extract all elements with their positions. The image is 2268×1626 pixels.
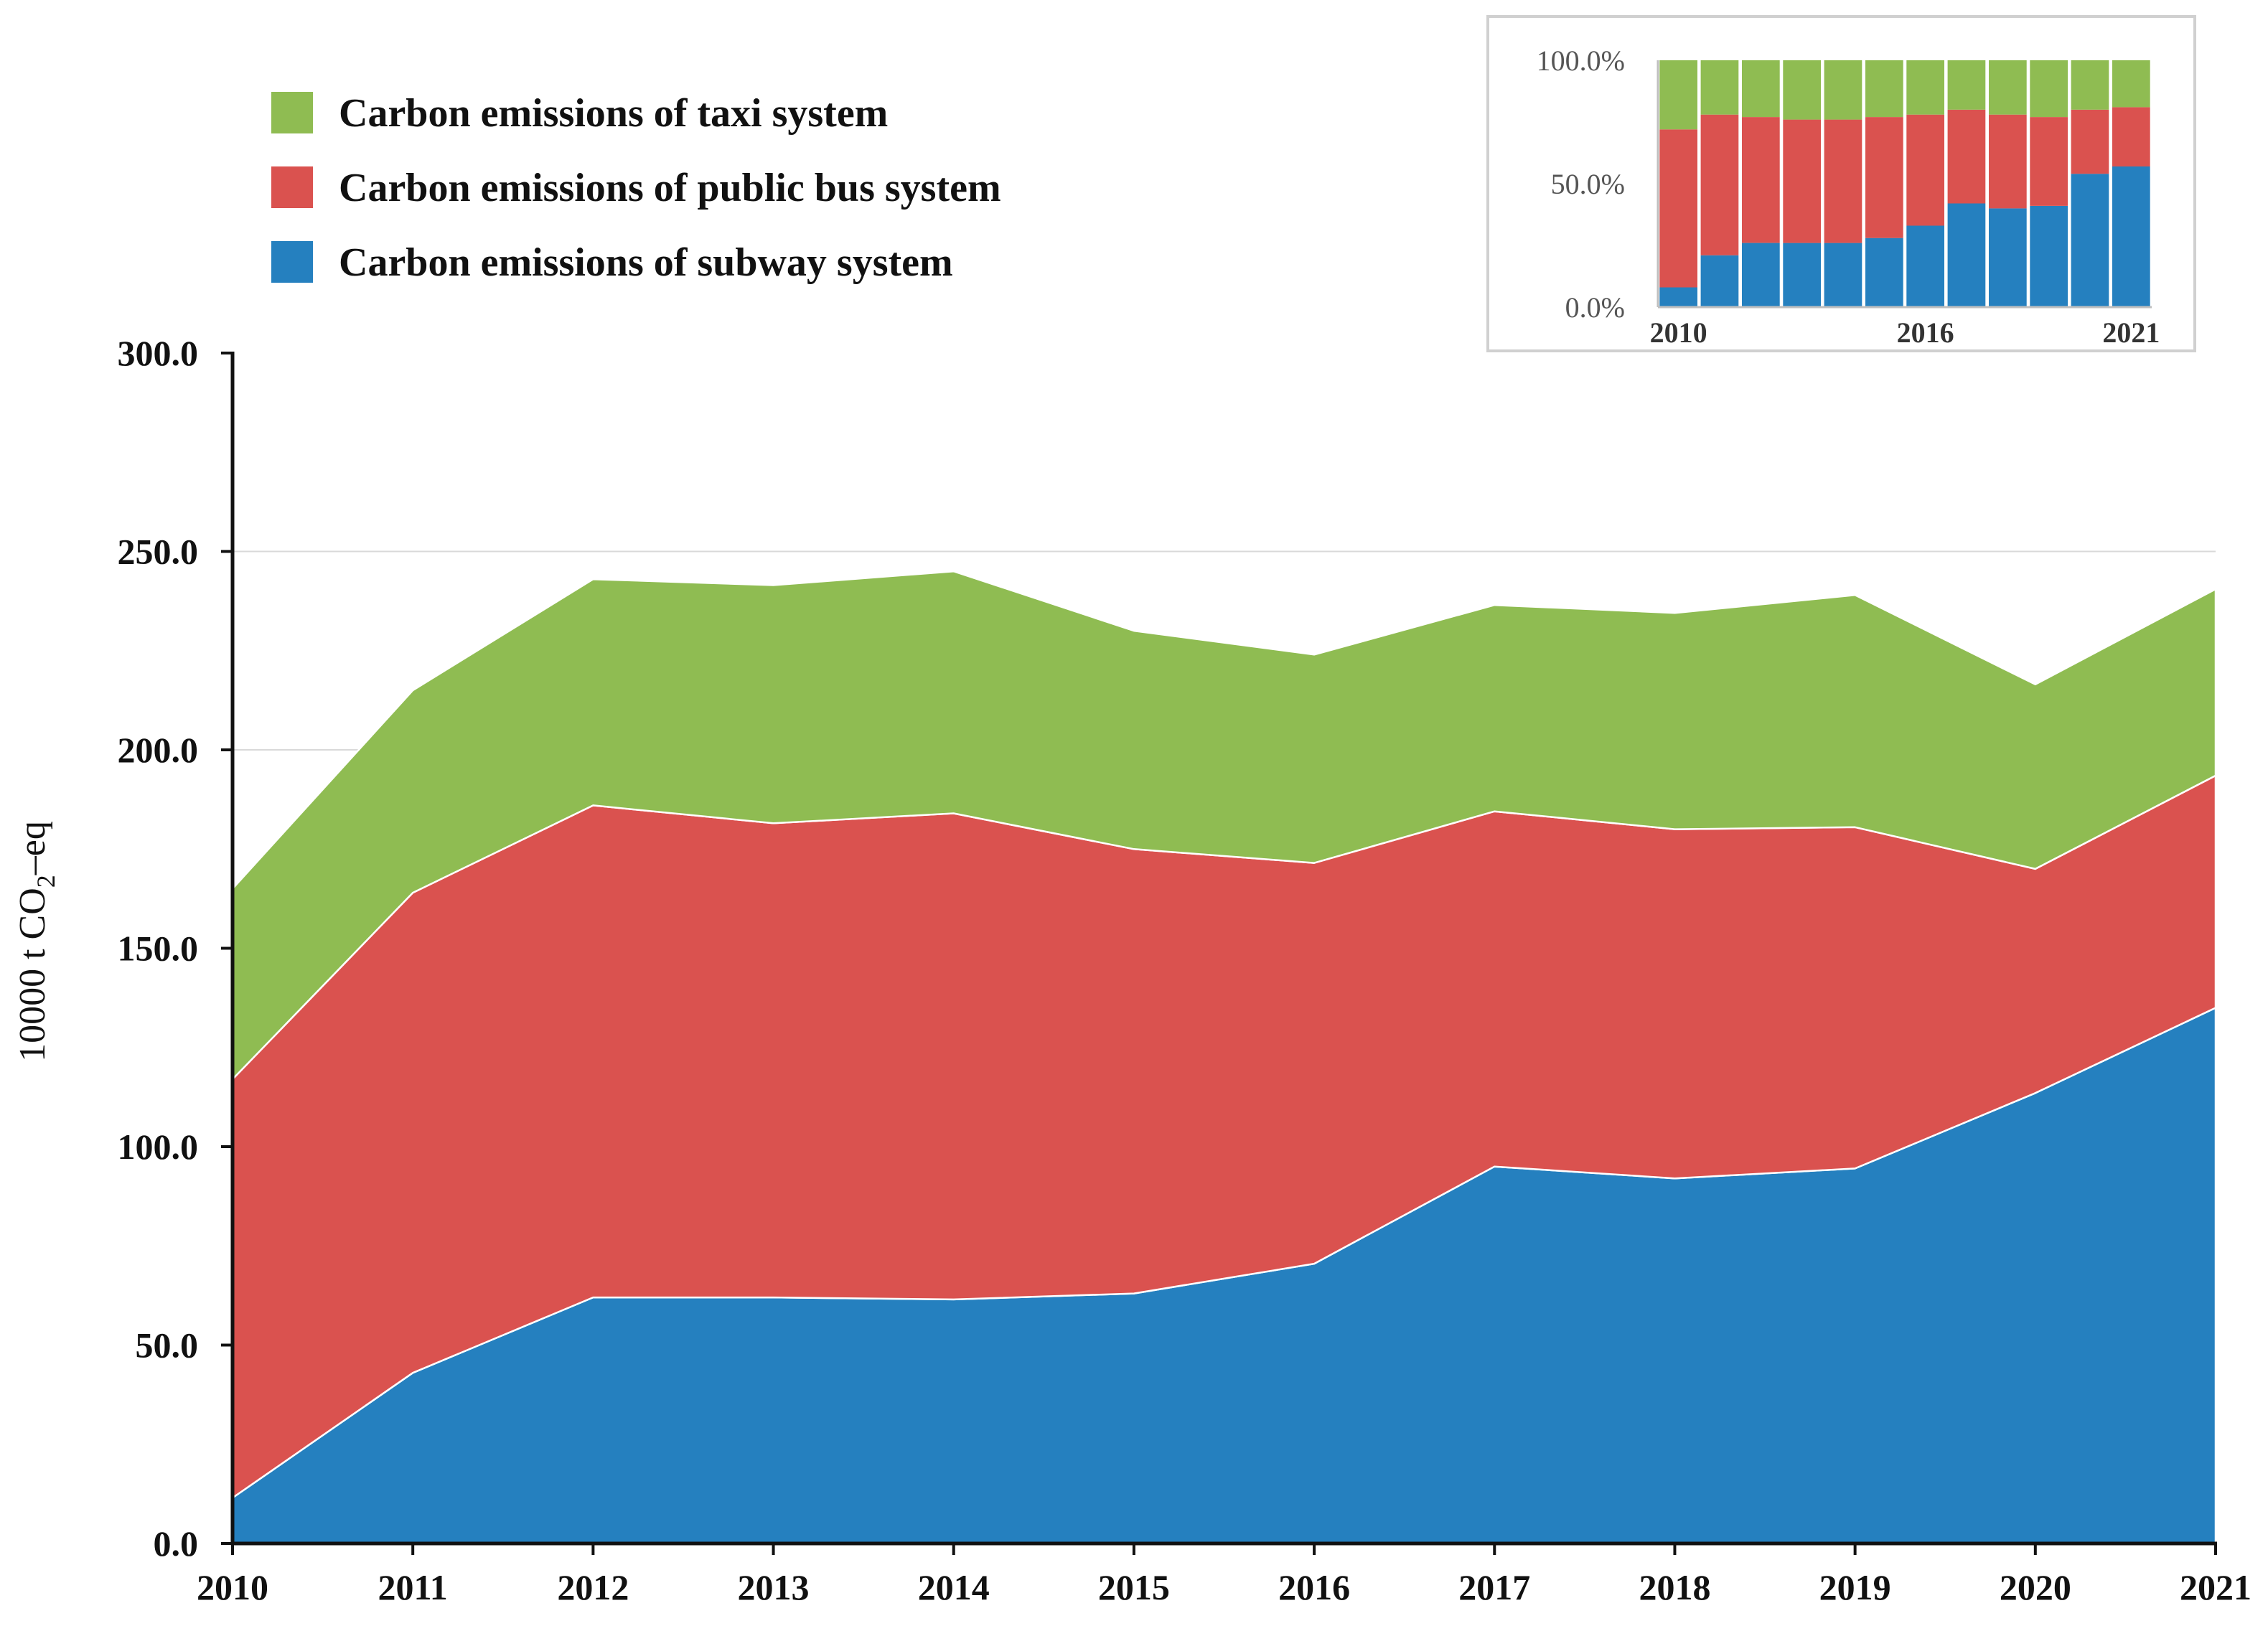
x-tick-label: 2015 (1098, 1567, 1170, 1607)
x-tick-label: 2016 (1278, 1567, 1350, 1607)
legend-swatch-public-bus-system (271, 166, 313, 208)
legend-swatch-subway-system (271, 241, 313, 283)
inset-y-tick-label: 50.0% (1551, 168, 1625, 200)
inset-bar-taxi (1989, 60, 2027, 115)
inset-bar-subway (2071, 174, 2109, 307)
inset-x-tick-label: 2016 (1897, 316, 1954, 349)
legend-label-subway-system: Carbon emissions of subway system (339, 240, 953, 285)
inset-bar-public-bus (1700, 114, 1739, 255)
inset-bar-public-bus (1989, 114, 2027, 209)
axes: 0.0 50.0 100.0 150.0 200.0 250.0 300.0 2010 2011… (118, 333, 2252, 1607)
inset-bar-taxi (1783, 60, 1821, 120)
inset-bar-public-bus (1783, 119, 1821, 243)
x-tick-label: 2014 (918, 1567, 990, 1607)
inset-bar-public-bus (1865, 117, 1903, 238)
x-tick-label: 2019 (1819, 1567, 1891, 1607)
inset-bar-subway (1783, 243, 1821, 307)
inset-bar-taxi (1742, 60, 1780, 118)
x-tick-label: 2012 (557, 1567, 629, 1607)
x-tick-label: 2021 (2180, 1567, 2251, 1607)
y-tick-label: 150.0 (118, 929, 199, 969)
x-tick-label: 2010 (197, 1567, 268, 1607)
inset-x-tick-label: 2010 (1650, 316, 1707, 349)
y-tick-label: 50.0 (136, 1325, 199, 1366)
inset-bar-taxi (1865, 60, 1903, 118)
x-tick-label: 2018 (1639, 1567, 1710, 1607)
y-tick-label: 100.0 (118, 1127, 199, 1167)
y-axis-label: 10000 t CO2–eq (12, 821, 60, 1062)
inset-bar-subway (1700, 255, 1739, 307)
y-tick-label: 200.0 (118, 730, 199, 770)
inset-bar-public-bus (2030, 117, 2068, 206)
inset-bar-taxi (2030, 60, 2068, 118)
x-tick-label: 2011 (378, 1567, 448, 1607)
x-tick-label: 2020 (2000, 1567, 2071, 1607)
inset-y-tick-label: 100.0% (1537, 44, 1625, 77)
inset-bar-taxi (1700, 60, 1739, 115)
inset-y-tick-label: 0.0% (1565, 291, 1625, 324)
y-tick-label: 250.0 (118, 532, 199, 572)
inset-bar-taxi (1824, 60, 1862, 120)
inset-bar-subway (1906, 225, 1944, 307)
x-tick-label: 2013 (738, 1567, 810, 1607)
legend-label-public-bus-system: Carbon emissions of public bus system (339, 166, 1001, 210)
inset-chart: 0.0% 50.0% 100.0% 2010 2016 2021 (1486, 15, 2196, 352)
inset-bar-subway (1742, 243, 1780, 307)
inset-bar-public-bus (1906, 114, 1944, 226)
inset-bar-public-bus (2071, 109, 2109, 174)
legend-swatch-taxi-system (271, 92, 313, 133)
y-tick-label: 300.0 (118, 333, 199, 373)
inset-bar-taxi (1947, 60, 1986, 110)
inset-bar-subway (1989, 208, 2027, 307)
y-axis-label-group: 10000 t CO2–eq (12, 821, 60, 1062)
inset-bar-public-bus (2112, 107, 2150, 166)
inset-bar-public-bus (1659, 129, 1697, 288)
inset-bar-public-bus (1947, 109, 1986, 204)
inset-bar-taxi (2071, 60, 2109, 110)
inset-bar-public-bus (1824, 119, 1862, 243)
inset-bar-public-bus (1742, 117, 1780, 243)
inset-bar-subway (2030, 206, 2068, 307)
y-tick-label: 0.0 (154, 1523, 199, 1564)
area-taxi-system (231, 570, 2217, 1081)
inset-bar-taxi (2112, 60, 2150, 108)
legend-label-taxi-system: Carbon emissions of taxi system (339, 91, 888, 136)
inset-bar-taxi (1906, 60, 1944, 115)
inset-bar-subway (1659, 287, 1697, 307)
inset-bar-taxi (1659, 60, 1697, 130)
legend: Carbon emissions of taxi system Carbon em… (271, 91, 1001, 285)
inset-x-tick-label: 2021 (2102, 316, 2160, 349)
inset-bar-subway (1824, 243, 1862, 307)
inset-bar-subway (1947, 203, 1986, 307)
stacked-areas (231, 570, 2217, 1545)
inset-bar-subway (1865, 238, 1903, 307)
x-tick-label: 2017 (1458, 1567, 1530, 1607)
inset-bar-subway (2112, 166, 2150, 307)
